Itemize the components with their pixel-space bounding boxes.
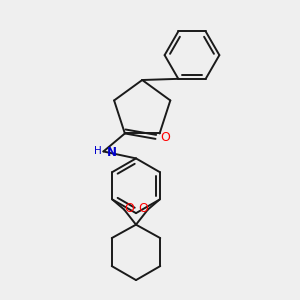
Text: H: H [94, 146, 102, 155]
Text: O: O [138, 202, 148, 215]
Text: O: O [160, 131, 170, 144]
Text: O: O [124, 202, 134, 215]
Text: N: N [107, 146, 117, 159]
